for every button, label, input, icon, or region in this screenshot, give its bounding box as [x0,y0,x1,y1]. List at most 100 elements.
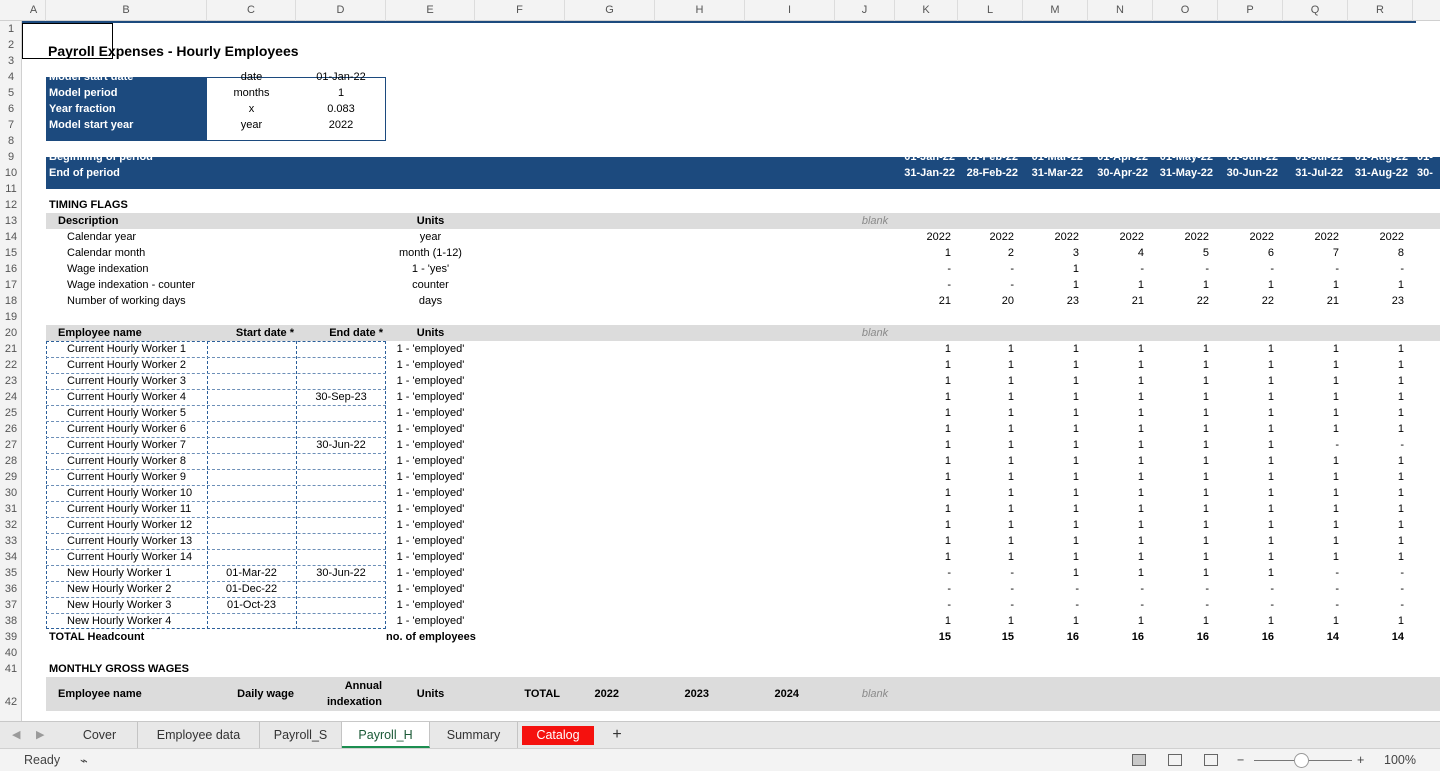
column-header-l[interactable]: L [958,0,1023,21]
row-header-37[interactable]: 37 [4,599,18,611]
zoom-slider-thumb[interactable] [1294,753,1309,768]
employee-flag-value: 1 [944,535,951,547]
model-param-unit: year [240,119,263,131]
employee-flag-value: 1 [1202,503,1209,515]
row-header-31[interactable]: 31 [4,503,18,515]
column-header-next[interactable] [1413,0,1440,21]
row-header-40[interactable]: 40 [4,647,18,659]
employee-flag-value: 1 [1137,615,1144,627]
sheet-tab-cover[interactable]: Cover [62,722,138,748]
row-header-32[interactable]: 32 [4,519,18,531]
add-sheet-button[interactable]: + [612,726,622,743]
row-header-5[interactable]: 5 [7,87,15,99]
zoom-level: 100% [1384,753,1416,767]
sheet-tab-summary[interactable]: Summary [430,722,518,748]
employee-flag-value: 1 [944,423,951,435]
row-header-4[interactable]: 4 [7,71,15,83]
row-header-22[interactable]: 22 [4,359,18,371]
column-header-r[interactable]: R [1348,0,1413,21]
column-header-h[interactable]: H [655,0,745,21]
row-header-25[interactable]: 25 [4,407,18,419]
zoom-in-button[interactable]: + [1357,753,1365,767]
row-header-39[interactable]: 39 [4,631,18,643]
row-header-12[interactable]: 12 [4,199,18,211]
column-header-d[interactable]: D [296,0,386,21]
row-header-15[interactable]: 15 [4,247,18,259]
employee-end-date: 30-Jun-22 [316,567,366,579]
row-header-7[interactable]: 7 [7,119,15,131]
model-param-unit: date [240,71,263,83]
row-header-8[interactable]: 8 [7,135,15,147]
column-header-p[interactable]: P [1218,0,1283,21]
column-header-n[interactable]: N [1088,0,1153,21]
page-break-view-icon[interactable] [1204,754,1218,766]
column-header-q[interactable]: Q [1283,0,1348,21]
column-header-i[interactable]: I [745,0,835,21]
row-header-14[interactable]: 14 [4,231,18,243]
timing-row-value: 1 [1397,279,1404,291]
row-header-9[interactable]: 9 [7,151,15,163]
sheet-tab-payroll-h[interactable]: Payroll_H [342,722,430,748]
sheet-tab-employee-data[interactable]: Employee data [138,722,260,748]
row-header-6[interactable]: 6 [7,103,15,115]
row-header-17[interactable]: 17 [4,279,18,291]
row-header-10[interactable]: 10 [4,167,18,179]
normal-view-icon[interactable] [1132,754,1146,766]
row-header-3[interactable]: 3 [7,55,15,67]
employee-start-date [207,517,296,533]
row-header-33[interactable]: 33 [4,535,18,547]
scroll-tabs-left-icon[interactable]: ◀ [12,729,21,741]
employee-header-name: Employee name [58,327,142,339]
row-header-23[interactable]: 23 [4,375,18,387]
row-header-26[interactable]: 26 [4,423,18,435]
row-header-16[interactable]: 16 [4,263,18,275]
column-header-m[interactable]: M [1023,0,1088,21]
row-header-21[interactable]: 21 [4,343,18,355]
sheet-tab-catalog[interactable]: Catalog [522,726,594,745]
scroll-tabs-right-icon[interactable]: ▶ [36,729,45,741]
employee-flag-value: 1 [1397,487,1404,499]
page-layout-view-icon[interactable] [1168,754,1182,766]
row-header-18[interactable]: 18 [4,295,18,307]
row-header-42[interactable]: 42 [4,696,18,708]
row-header-38[interactable]: 38 [4,615,18,627]
period-end-date: 31-Jan-22 [904,167,955,179]
macro-record-icon[interactable]: ⌁ [80,753,88,768]
employee-flag-value: 1 [944,391,951,403]
row-header-35[interactable]: 35 [4,567,18,579]
period-end-date: 31-May-22 [1159,167,1213,179]
employee-flag-value: 1 [1007,359,1014,371]
sheet-tab-payroll-s[interactable]: Payroll_S [260,722,342,748]
row-header-41[interactable]: 41 [4,663,18,675]
row-header-29[interactable]: 29 [4,471,18,483]
column-header-j[interactable]: J [835,0,895,21]
zoom-out-button[interactable]: − [1237,753,1245,767]
employee-flag-value: 1 [1072,503,1079,515]
column-header-b[interactable]: B [46,0,207,21]
column-header-k[interactable]: K [895,0,958,21]
row-header-1[interactable]: 1 [7,23,15,35]
column-header-c[interactable]: C [207,0,296,21]
row-header-34[interactable]: 34 [4,551,18,563]
employee-units: 1 - 'employed' [396,455,465,467]
employee-flag-value: 1 [1007,551,1014,563]
row-header-13[interactable]: 13 [4,215,18,227]
employee-flag-value: - [947,583,951,595]
worksheet-grid[interactable]: Payroll Expenses - Hourly Employees Model… [22,21,1440,721]
row-header-20[interactable]: 20 [4,327,18,339]
row-header-11[interactable]: 11 [5,183,17,195]
row-header-19[interactable]: 19 [4,311,18,323]
column-header-a[interactable]: A [22,0,46,21]
column-header-e[interactable]: E [386,0,475,21]
row-header-27[interactable]: 27 [4,439,18,451]
row-header-36[interactable]: 36 [4,583,18,595]
column-header-o[interactable]: O [1153,0,1218,21]
column-header-f[interactable]: F [475,0,565,21]
row-header-28[interactable]: 28 [4,455,18,467]
timing-row-value: 23 [1066,295,1079,307]
row-header-30[interactable]: 30 [4,487,18,499]
column-header-g[interactable]: G [565,0,655,21]
row-header-2[interactable]: 2 [7,39,15,51]
row-header-24[interactable]: 24 [4,391,18,403]
